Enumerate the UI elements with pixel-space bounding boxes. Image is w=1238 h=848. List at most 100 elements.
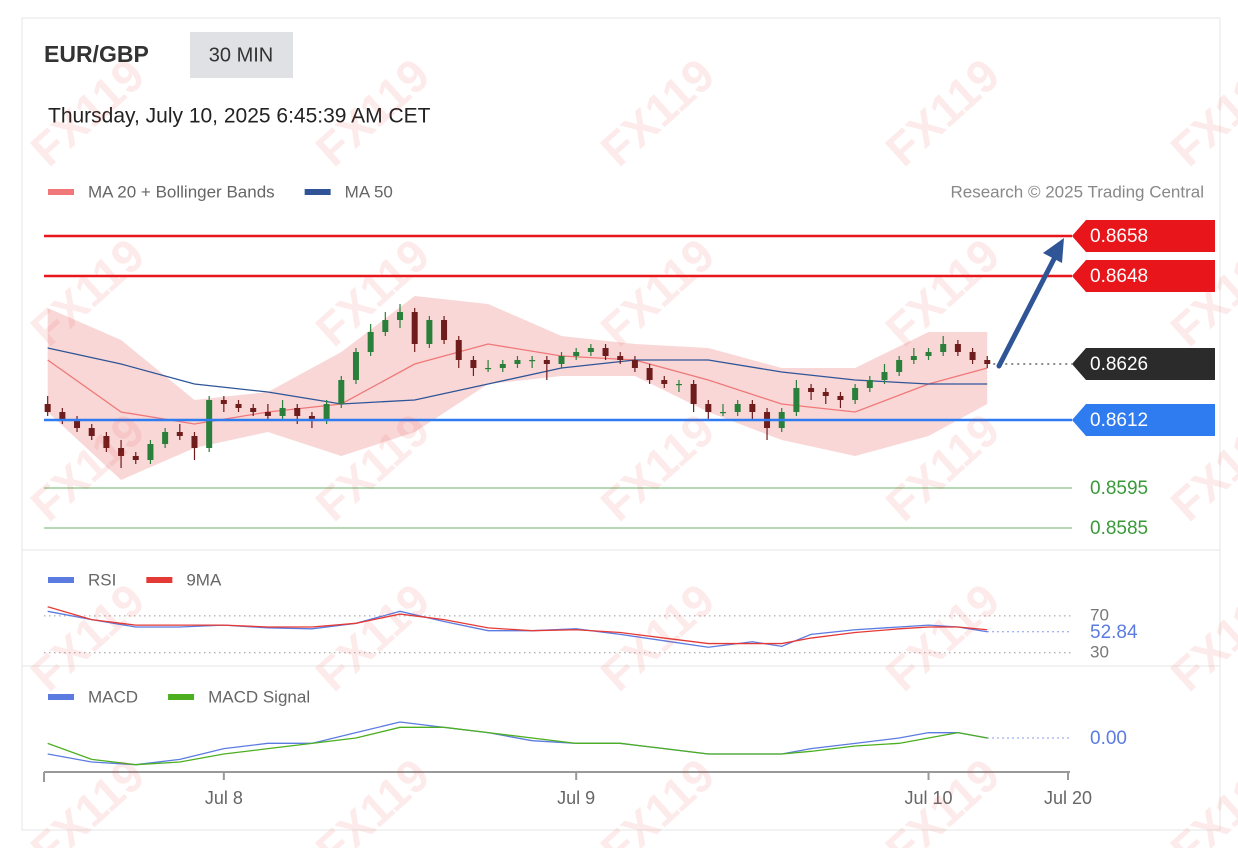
y-tick-label: 70 [1090, 605, 1109, 624]
candle-body [543, 360, 550, 364]
arrow-shaft [996, 254, 1058, 369]
candle-body [147, 444, 154, 460]
candle-body [558, 356, 565, 364]
candle-body [235, 404, 242, 408]
interval: 30 MIN [209, 44, 273, 66]
candle-body [896, 360, 903, 372]
candle-body [646, 368, 653, 380]
candle-body [837, 396, 844, 400]
candle-body [705, 404, 712, 412]
legend-label: RSI [88, 570, 116, 589]
candle-body [323, 404, 330, 420]
level-label: 0.8658 [1090, 226, 1148, 247]
candle-body [485, 368, 492, 370]
candle-body [338, 380, 345, 404]
candle-body [587, 348, 594, 352]
candle-body [514, 360, 521, 364]
candle-body [132, 456, 139, 460]
candle-body [176, 432, 183, 436]
candle-body [191, 436, 198, 448]
candle-body [499, 364, 506, 368]
current-value-label: 52.84 [1090, 622, 1138, 643]
candle-body [573, 352, 580, 356]
candle-body [940, 344, 947, 352]
series-line [47, 721, 988, 766]
timestamp: Thursday, July 10, 2025 6:45:39 AM CET [48, 105, 431, 128]
legend-label: MACD [88, 687, 138, 706]
moving-average [47, 347, 988, 405]
candle-body [367, 332, 374, 352]
arrow-head [1043, 238, 1064, 263]
level-tag [1072, 220, 1215, 252]
candle-body [426, 320, 433, 344]
legend-label: MA 50 [345, 182, 393, 201]
candle-body [470, 360, 477, 368]
candle-body [103, 436, 110, 448]
candle-body [44, 404, 51, 412]
candle-body [910, 356, 917, 360]
level-tag [1072, 260, 1215, 292]
candle-body [455, 340, 462, 360]
candle-body [74, 420, 81, 428]
candle-body [749, 404, 756, 412]
legend-label: 9MA [186, 570, 222, 589]
interval-badge [190, 32, 293, 78]
level-label: 0.8626 [1090, 354, 1148, 375]
candle-body [954, 344, 961, 352]
level-label: 0.8585 [1090, 518, 1148, 539]
candle-body [279, 408, 286, 416]
level-label: 0.8595 [1090, 478, 1148, 499]
series-line [47, 606, 988, 645]
candle-body [118, 448, 125, 456]
candle-body [631, 360, 638, 368]
candle-body [984, 360, 991, 364]
candle-body [441, 320, 448, 340]
x-tick-label: Jul 10 [905, 788, 953, 808]
y-tick-label: 30 [1090, 642, 1109, 661]
candle-body [661, 380, 668, 384]
level-label: 0.8648 [1090, 266, 1148, 287]
plots: MA 20 + Bollinger Bands MA 50 0.8658 0.8648… [43, 182, 1215, 808]
candle-body [264, 412, 271, 416]
candle-body [220, 400, 227, 404]
target-arrow [996, 238, 1064, 369]
credit: Research © 2025 Trading Central [951, 182, 1205, 201]
candle-body [206, 400, 213, 448]
level-label: 0.8612 [1090, 410, 1148, 431]
level-tag [1072, 404, 1215, 436]
candle-body [397, 312, 404, 320]
candle-body [881, 372, 888, 380]
candle-body [925, 352, 932, 356]
legend-label: MACD Signal [208, 687, 310, 706]
series-line [47, 726, 988, 766]
x-tick-label: Jul 8 [205, 788, 243, 808]
candle-body [88, 428, 95, 436]
x-tick-label: Jul 9 [557, 788, 595, 808]
candle-body [675, 384, 682, 386]
candle-body [162, 432, 169, 444]
x-tick-label: Jul 20 [1044, 788, 1092, 808]
candle-body [822, 392, 829, 396]
level-tag [1072, 348, 1215, 380]
candle-body [690, 384, 697, 404]
candle-body [602, 348, 609, 356]
candle-body [382, 320, 389, 332]
bollinger-band [47, 296, 988, 480]
legend-label: MA 20 + Bollinger Bands [88, 182, 275, 201]
candle-body [308, 416, 315, 420]
candle-body [969, 352, 976, 360]
candle-body [59, 412, 66, 420]
candle-body [808, 388, 815, 392]
symbol: EUR/GBP [44, 41, 149, 67]
candle-body [529, 360, 536, 362]
current-value-label: 0.00 [1090, 728, 1127, 749]
candle-body [719, 412, 726, 414]
candle-body [866, 380, 873, 388]
candle-body [617, 356, 624, 360]
candle-body [352, 352, 359, 380]
candle-body [411, 312, 418, 344]
candle-body [294, 408, 301, 416]
candle-body [793, 388, 800, 412]
